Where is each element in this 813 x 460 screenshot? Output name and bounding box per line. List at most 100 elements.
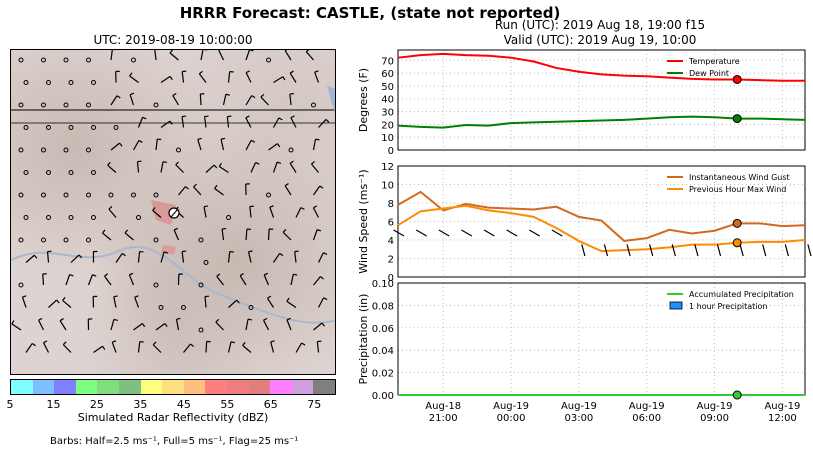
- plot-frame: [397, 165, 806, 278]
- wind-barb-flag: [107, 161, 111, 166]
- calm-wind-marker: [63, 237, 69, 243]
- calm-wind-marker: [18, 192, 24, 198]
- y-tick-label: 20: [381, 120, 394, 131]
- wind-barb-flag: [78, 254, 83, 259]
- calm-wind-marker: [198, 327, 204, 333]
- calm-wind-marker: [153, 192, 159, 198]
- wind-barb-flag: [247, 318, 253, 321]
- y-tick-label: 6: [388, 218, 394, 229]
- wind-barb: [227, 341, 232, 353]
- wind-barb-flag: [236, 299, 240, 304]
- wind-barb-flag: [169, 76, 173, 81]
- y-tick-label: 12: [381, 162, 394, 173]
- wind-barb: [204, 296, 207, 308]
- wind-barb: [284, 185, 292, 196]
- wind-barb: [203, 206, 207, 218]
- calm-wind-marker: [63, 102, 69, 108]
- wind-barb-flag: [290, 115, 295, 119]
- wind-barb: [314, 71, 320, 83]
- map-title: UTC: 2019-08-19 10:00:00: [93, 33, 253, 47]
- wind-barb-flag: [313, 205, 318, 209]
- wind-barb: [239, 275, 247, 286]
- calm-wind-marker: [63, 57, 69, 63]
- wind-barb: [551, 229, 563, 237]
- wind-barb-flag: [164, 323, 168, 328]
- legend-label: Dew Point: [689, 69, 729, 78]
- wind-barb: [25, 343, 33, 353]
- wind-barb: [311, 163, 319, 173]
- wind-barb: [160, 75, 171, 83]
- colorbar-tick-label: 15: [46, 398, 61, 411]
- lake: [327, 85, 335, 113]
- wind-barb: [273, 253, 281, 263]
- wind-barb: [263, 274, 270, 286]
- wind-barb-field: [11, 50, 335, 353]
- calm-wind-marker: [181, 305, 186, 310]
- wind-barb-flag: [198, 70, 203, 75]
- x-tick-date: Aug-18: [425, 401, 461, 412]
- calm-wind-marker: [41, 237, 46, 243]
- calm-wind-marker: [18, 57, 24, 63]
- calm-wind-marker: [86, 237, 91, 243]
- wind-barb-flag: [59, 318, 64, 322]
- wind-barb-flag: [113, 318, 118, 322]
- calm-wind-marker: [46, 125, 51, 130]
- wind-barb-flag: [102, 229, 106, 234]
- colorbar-swatch: [162, 380, 184, 394]
- main-title: HRRR Forecast: CASTLE, (state not report…: [179, 4, 561, 22]
- reflectivity-colorbar: [10, 379, 336, 395]
- wind-barb: [649, 244, 654, 257]
- legend-label: Instantaneous Wind Gust: [689, 173, 790, 182]
- wind-barb-flag: [214, 184, 218, 189]
- wind-barb-flag: [284, 183, 289, 187]
- wind-barb: [262, 319, 270, 331]
- y-tick-label: 10: [381, 181, 394, 192]
- wind-barb: [205, 164, 215, 173]
- wind-barb: [155, 322, 166, 331]
- colorbar-swatch: [75, 380, 98, 394]
- wind-barb: [245, 140, 252, 151]
- wind-barb: [181, 251, 185, 263]
- wind-barb-flag: [62, 296, 66, 301]
- wind-barb: [289, 162, 297, 173]
- x-tick-time: 09:00: [700, 413, 729, 424]
- wind-barb: [62, 299, 72, 308]
- wind-barb-flag: [245, 115, 250, 119]
- calm-wind-marker: [288, 147, 294, 153]
- barb-legend-note: Barbs: Half=2.5 ms⁻¹, Full=5 ms⁻¹, Flag=…: [50, 436, 299, 447]
- colorbar-swatch: [270, 380, 292, 394]
- wind-barb: [245, 72, 252, 83]
- wind-barb: [762, 244, 767, 257]
- wind-barb-flag: [204, 115, 209, 118]
- calm-wind-marker: [86, 102, 91, 108]
- colorbar-tick-label: 45: [176, 398, 191, 411]
- wind-barb: [198, 73, 207, 83]
- colorbar-tick-label: 5: [6, 398, 14, 411]
- wind-barb: [528, 229, 540, 237]
- wind-barb: [671, 244, 676, 257]
- colorbar-swatch: [32, 380, 55, 394]
- wind-barb-flag: [173, 227, 179, 231]
- calm-wind-marker: [158, 305, 164, 310]
- wind-barb: [247, 251, 252, 263]
- wind-barb: [42, 342, 50, 353]
- wind-barb-flag: [218, 162, 222, 167]
- legend-label: Accumulated Precipitation: [689, 290, 794, 299]
- wind-barb: [286, 300, 297, 308]
- calm-wind-marker: [23, 170, 29, 175]
- wind-barb: [169, 52, 179, 61]
- wind-barb: [173, 229, 180, 241]
- wind-barb: [181, 116, 185, 128]
- wind-barb: [318, 119, 327, 128]
- y-tick-label: 60: [381, 69, 394, 80]
- wind-barb-flag: [325, 119, 330, 123]
- wind-barb: [784, 244, 789, 257]
- calm-wind-marker: [91, 80, 96, 85]
- wind-barb: [215, 321, 224, 331]
- wind-barb: [312, 207, 320, 218]
- y-axis-label: Wind Speed (ms⁻¹): [357, 169, 370, 273]
- calm-wind-marker: [136, 215, 141, 220]
- wind-barb-flag: [119, 142, 123, 147]
- wind-barb: [110, 319, 115, 331]
- calm-wind-marker: [153, 237, 159, 243]
